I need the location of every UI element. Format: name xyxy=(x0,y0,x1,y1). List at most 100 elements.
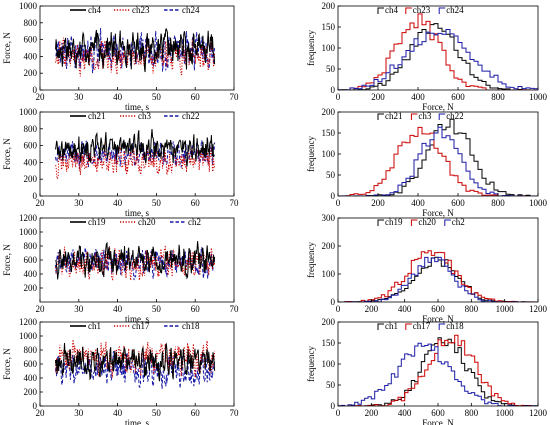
series-line-ch23 xyxy=(55,37,216,77)
x-tick-label: 40 xyxy=(113,92,123,102)
y-axis-label: frequency xyxy=(306,30,316,66)
x-tick-label: 400 xyxy=(398,304,412,314)
plot-frame xyxy=(39,5,235,91)
x-tick-label: 60 xyxy=(191,304,201,314)
legend-item-ch24: ch24 xyxy=(438,5,464,15)
x-axis-label: Force, N xyxy=(422,208,454,218)
y-tick-label: 600 xyxy=(24,255,38,265)
y-tick-label: 800 xyxy=(24,241,38,251)
histogram-step-ch2 xyxy=(338,256,538,302)
y-tick-label: 200 xyxy=(24,283,38,293)
x-tick-label: 70 xyxy=(230,408,240,418)
legend-swatch xyxy=(377,323,384,330)
legend-swatch xyxy=(438,113,446,120)
x-tick-label: 400 xyxy=(411,92,425,102)
legend: ch1 ch17 ch18 xyxy=(377,321,464,331)
legend: ch1 ch17 ch18 xyxy=(70,321,200,331)
x-tick-label: 50 xyxy=(152,198,162,208)
x-tick-label: 1200 xyxy=(529,408,548,418)
histogram-step-ch18 xyxy=(338,342,538,406)
y-axis-label: frequency xyxy=(306,242,316,278)
y-tick-label: 50 xyxy=(326,380,336,390)
panel-ts1: 20 30 40 50 60 70 0 200 400 600 800 1000 time, s Forc… xyxy=(2,1,239,112)
y-tick-label: 200 xyxy=(24,174,38,184)
histogram-step-ch4 xyxy=(338,23,538,90)
histogram-step-ch23 xyxy=(338,13,538,90)
legend: ch21 ch3 ch22 xyxy=(70,111,200,121)
x-axis-label: time, s xyxy=(125,102,149,112)
y-tick-label: 150 xyxy=(322,128,336,138)
plot-area xyxy=(338,250,538,302)
legend-item-ch2: ch2 xyxy=(170,217,201,227)
x-axis-label: time, s xyxy=(125,314,149,324)
legend-item-ch4: ch4 xyxy=(377,5,398,15)
legend-item-ch19: ch19 xyxy=(377,217,403,227)
legend-label: ch19 xyxy=(385,217,403,227)
legend-label: ch17 xyxy=(132,321,150,331)
legend-label: ch20 xyxy=(418,217,436,227)
legend-swatch xyxy=(438,7,446,14)
y-tick-label: 600 xyxy=(24,359,38,369)
histogram-step-ch3 xyxy=(338,126,538,196)
legend-label: ch24 xyxy=(182,5,200,15)
y-tick-label: 0 xyxy=(331,401,336,411)
x-tick-label: 20 xyxy=(36,408,46,418)
y-tick-label: 200 xyxy=(322,317,336,327)
legend: ch4 ch23 ch24 xyxy=(377,5,464,15)
y-tick-label: 800 xyxy=(24,345,38,355)
legend-label: ch19 xyxy=(88,217,106,227)
y-tick-label: 100 xyxy=(322,43,336,53)
legend-item-ch19: ch19 xyxy=(70,217,106,227)
x-tick-label: 600 xyxy=(451,92,465,102)
x-tick-label: 600 xyxy=(451,198,465,208)
legend-item-ch20: ch20 xyxy=(120,217,156,227)
legend-swatch xyxy=(405,7,412,14)
y-tick-label: 600 xyxy=(24,35,38,45)
legend-item-ch21: ch21 xyxy=(377,111,403,121)
legend-label: ch23 xyxy=(132,5,150,15)
legend-label: ch4 xyxy=(385,5,398,15)
x-tick-label: 60 xyxy=(191,92,201,102)
y-tick-label: 1200 xyxy=(19,317,38,327)
x-tick-label: 30 xyxy=(74,304,84,314)
x-tick-label: 30 xyxy=(74,92,84,102)
x-tick-label: 70 xyxy=(230,92,240,102)
y-tick-label: 150 xyxy=(322,338,336,348)
series-line-ch18 xyxy=(55,350,216,389)
y-tick-label: 100 xyxy=(322,359,336,369)
y-tick-label: 400 xyxy=(24,51,38,61)
histogram-step-ch20 xyxy=(338,250,538,302)
legend-item-ch17: ch17 xyxy=(114,321,150,331)
legend-label: ch2 xyxy=(188,217,201,227)
y-tick-label: 1000 xyxy=(19,107,38,117)
legend-swatch xyxy=(377,113,384,120)
legend-label: ch21 xyxy=(385,111,403,121)
y-tick-label: 1000 xyxy=(19,331,38,341)
x-tick-label: 70 xyxy=(230,198,240,208)
x-tick-label: 400 xyxy=(411,198,425,208)
x-tick-label: 400 xyxy=(398,408,412,418)
series-line-ch3 xyxy=(55,142,216,180)
panel-ts4: 20 30 40 50 60 70 0 200 400 600 800 1000 1200 time, s… xyxy=(2,317,239,425)
x-tick-label: 30 xyxy=(74,198,84,208)
plot-area xyxy=(338,13,538,90)
y-tick-label: 1000 xyxy=(19,227,38,237)
legend: ch4 ch23 ch24 xyxy=(70,5,200,15)
x-tick-label: 200 xyxy=(371,198,385,208)
legend-item-ch2: ch2 xyxy=(444,217,465,227)
legend-label: ch23 xyxy=(413,5,431,15)
legend-swatch xyxy=(438,323,446,330)
x-tick-label: 0 xyxy=(336,198,341,208)
x-tick-label: 1200 xyxy=(529,304,548,314)
y-tick-label: 800 xyxy=(24,18,38,28)
x-tick-label: 20 xyxy=(36,92,46,102)
plot-area xyxy=(55,129,216,180)
x-tick-label: 50 xyxy=(152,408,162,418)
x-tick-label: 0 xyxy=(336,408,341,418)
y-axis-label: Force, N xyxy=(2,348,12,380)
y-tick-label: 300 xyxy=(322,213,336,223)
y-tick-label: 100 xyxy=(322,149,336,159)
legend-label: ch3 xyxy=(418,111,431,121)
